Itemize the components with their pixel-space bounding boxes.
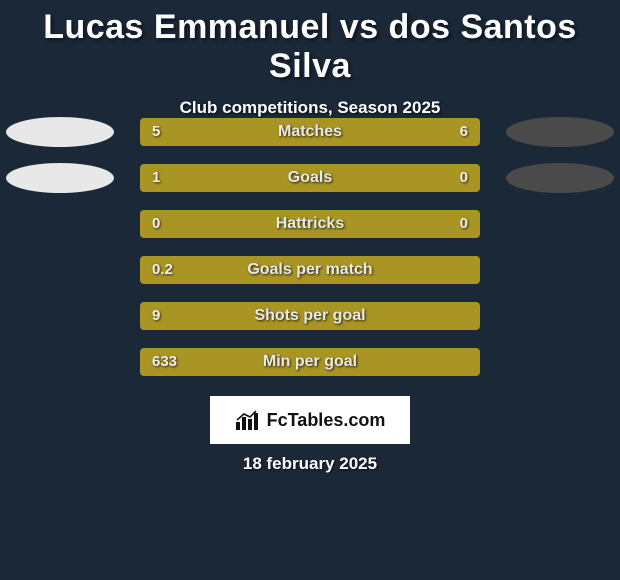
brand-chart-icon [235,410,261,430]
stat-row: 00Hattricks [0,210,620,238]
page-title: Lucas Emmanuel vs dos Santos Silva [0,0,620,86]
player2-marker [506,163,614,193]
stat-bar: 00Hattricks [140,210,480,238]
brand-text: FcTables.com [267,410,386,431]
stat-bar: 9Shots per goal [140,302,480,330]
stat-row: 0.2Goals per match [0,256,620,284]
player1-bar [140,256,480,284]
stat-bar: 56Matches [140,118,480,146]
player1-value: 5 [140,118,172,146]
stat-row: 633Min per goal [0,348,620,376]
stat-bar: 10Goals [140,164,480,192]
brand-badge: FcTables.com [210,396,410,444]
subtitle: Club competitions, Season 2025 [0,98,620,118]
player1-value: 0.2 [140,256,185,284]
date-label: 18 february 2025 [0,454,620,474]
player1-bar [140,164,398,192]
stats-rows: 56Matches10Goals00Hattricks0.2Goals per … [0,118,620,394]
stat-row: 9Shots per goal [0,302,620,330]
player1-bar [140,348,480,376]
player1-value: 633 [140,348,189,376]
player2-value: 6 [448,118,480,146]
player1-bar [140,210,480,238]
stat-row: 56Matches [0,118,620,146]
stat-row: 10Goals [0,164,620,192]
player2-value: 0 [448,210,480,238]
player1-value: 1 [140,164,172,192]
player1-value: 0 [140,210,172,238]
player2-value: 0 [448,164,480,192]
player1-marker [6,117,114,147]
stat-bar: 0.2Goals per match [140,256,480,284]
player2-marker [506,117,614,147]
player1-value: 9 [140,302,172,330]
player1-marker [6,163,114,193]
player1-bar [140,302,480,330]
stat-bar: 633Min per goal [140,348,480,376]
